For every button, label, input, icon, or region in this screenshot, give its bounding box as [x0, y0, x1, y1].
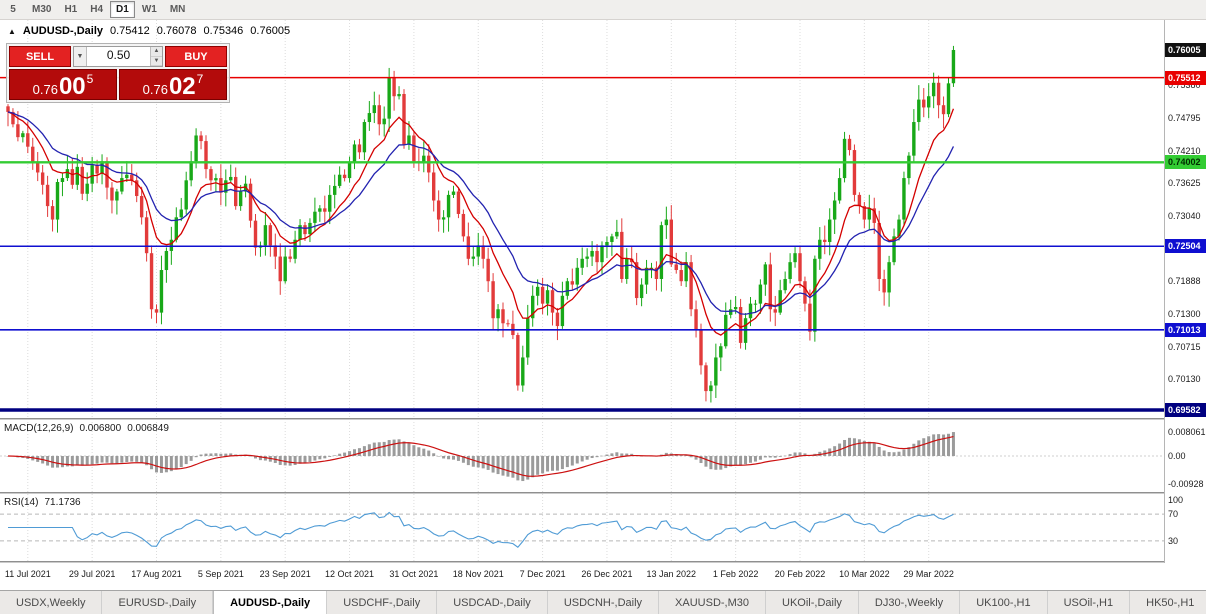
timeframe-button-W1[interactable]: W1: [136, 1, 163, 18]
sell-price-base: 0.76: [32, 82, 58, 97]
chart-tab-usdcad-daily[interactable]: USDCAD-,Daily: [437, 591, 548, 614]
price-axis-tick: 0.74795: [1168, 112, 1201, 123]
pane-separator[interactable]: [0, 561, 1206, 563]
chart-tab-usdx-weekly[interactable]: USDX,Weekly: [0, 591, 103, 614]
date-axis-label: 12 Oct 2021: [325, 569, 375, 579]
date-axis-label: 29 Jul 2021: [68, 569, 116, 579]
one-click-trading-panel: SELL ▼ 0.50 ▲ ▼ BUY 0.76 00 5 0.76 02 7: [6, 43, 230, 103]
chart-symbol-label: AUDUSD-,Daily: [22, 25, 103, 37]
current-price-badge: 0.76005: [1165, 42, 1206, 57]
price-axis-tick: 0.74210: [1168, 145, 1201, 156]
chart-tab-usdchf-daily[interactable]: USDCHF-,Daily: [327, 591, 438, 614]
chart-close-value: 0.76005: [250, 25, 291, 37]
sell-price-pips: 00: [58, 73, 86, 100]
date-axis-label: 7 Dec 2021: [519, 569, 566, 579]
chart-ohlc-header: ▲ AUDUSD-,Daily 0.75412 0.76078 0.75346 …: [8, 25, 290, 37]
price-axis-tick: 0.73040: [1168, 211, 1201, 222]
timeframe-button-H1[interactable]: H1: [58, 1, 83, 18]
chart-low-value: 0.75346: [203, 25, 244, 37]
buy-price-pipette: 7: [196, 72, 204, 86]
rsi-axis-label: 100: [1168, 495, 1184, 505]
lot-size-field[interactable]: ▼ 0.50 ▲ ▼: [73, 46, 163, 67]
price-level-badge: 0.69582: [1165, 403, 1206, 418]
chart-tab-eurusd-daily[interactable]: EURUSD-,Daily: [102, 591, 214, 614]
macd-axis-label: -0.00928: [1168, 478, 1204, 489]
rsi-indicator-label: RSI(14) 71.1736: [4, 497, 81, 508]
chart-tab-audusd-daily[interactable]: AUDUSD-,Daily: [213, 591, 328, 614]
buy-price-pips: 02: [168, 73, 196, 100]
timeframe-button-D1[interactable]: D1: [110, 1, 135, 18]
lot-decrease-button[interactable]: ▼: [151, 56, 162, 66]
rsi-value: 71.1736: [44, 497, 81, 508]
date-axis-label: 17 Aug 2021: [131, 569, 182, 579]
pane-separator[interactable]: [0, 492, 1206, 494]
timeframe-button-H4[interactable]: H4: [84, 1, 109, 18]
time-axis: 11 Jul 2021 29 Jul 2021 17 Aug 2021 5 Sep 2…: [0, 563, 1206, 590]
price-level-badge: 0.74002: [1165, 155, 1206, 170]
date-axis-label: 31 Oct 2021: [389, 569, 439, 579]
one-click-panel-toggle-icon[interactable]: ▲: [8, 26, 16, 36]
date-axis-label: 5 Sep 2021: [197, 569, 244, 579]
buy-button[interactable]: BUY: [165, 46, 227, 67]
chart-high-value: 0.76078: [156, 25, 197, 37]
price-level-badge: 0.71013: [1165, 322, 1206, 337]
chart-tabs-bar: USDX,Weekly EURUSD-,Daily AUDUSD-,Daily USD…: [0, 590, 1206, 614]
chart-tab-ukoil-daily[interactable]: UKOil-,Daily: [766, 591, 859, 614]
date-axis-label: 1 Feb 2022: [712, 569, 759, 579]
price-axis: 0.75380 0.74795 0.74210 0.73625 0.73040 0.718…: [1164, 20, 1206, 563]
timeframe-button-M30[interactable]: M30: [26, 1, 57, 18]
macd-main-value: 0.006800: [79, 423, 122, 434]
timeframe-button-5[interactable]: 5: [1, 1, 25, 18]
chart-tab-usdcnh-daily[interactable]: USDCNH-,Daily: [548, 591, 660, 614]
date-axis-label: 20 Feb 2022: [774, 569, 826, 579]
lot-size-value: 0.50: [106, 48, 131, 62]
date-axis-label: 18 Nov 2021: [452, 569, 504, 579]
macd-axis-label: 0.00: [1168, 451, 1186, 461]
price-axis-tick: 0.70130: [1168, 374, 1201, 385]
sell-price-box[interactable]: 0.76 00 5: [9, 69, 117, 100]
lot-dropdown-icon[interactable]: ▼: [74, 47, 87, 66]
date-axis-label: 10 Mar 2022: [839, 569, 890, 579]
sell-price-pipette: 5: [86, 72, 94, 86]
sell-button[interactable]: SELL: [9, 46, 71, 67]
chart-tab-uk100-h1[interactable]: UK100-,H1: [960, 591, 1048, 614]
date-axis-label: 13 Jan 2022: [646, 569, 697, 579]
date-axis-label: 11 Jul 2021: [4, 569, 51, 579]
buy-price-box[interactable]: 0.76 02 7: [119, 69, 227, 100]
price-axis-tick: 0.75380: [1168, 80, 1201, 91]
rsi-axis-label: 30: [1168, 535, 1179, 546]
price-level-badge: 0.75512: [1165, 70, 1206, 85]
rsi-name: RSI(14): [4, 497, 39, 508]
macd-signal-value: 0.006849: [127, 423, 169, 434]
rsi-axis-label: 70: [1168, 509, 1179, 520]
date-axis-label: 29 Mar 2022: [903, 569, 954, 579]
date-axis-label: 26 Dec 2021: [581, 569, 633, 579]
price-axis-tick: 0.73625: [1168, 178, 1201, 189]
lot-increase-button[interactable]: ▲: [151, 47, 162, 57]
price-axis-tick: 0.71300: [1168, 308, 1201, 319]
price-axis-tick: 0.70715: [1168, 341, 1201, 352]
timeframe-toolbar: 5 M30 H1 H4 D1 W1 MN: [0, 0, 1206, 20]
macd-axis-label: 0.008061: [1168, 427, 1206, 438]
timeframe-button-MN[interactable]: MN: [164, 1, 192, 18]
price-axis-tick: 0.71888: [1168, 275, 1201, 286]
buy-price-base: 0.76: [142, 82, 168, 97]
macd-name: MACD(12,26,9): [4, 423, 74, 434]
chart-tab-xauusd-m30[interactable]: XAUUSD-,M30: [659, 591, 767, 614]
chart-tab-hk50-h1[interactable]: HK50-,H1: [1130, 591, 1206, 614]
chart-open-value: 0.75412: [110, 25, 150, 37]
macd-indicator-label: MACD(12,26,9) 0.006800 0.006849: [4, 423, 169, 434]
chart-tab-dj30-weekly[interactable]: DJ30-,Weekly: [859, 591, 961, 614]
lot-stepper: ▲ ▼: [150, 47, 162, 66]
date-axis-label: 23 Sep 2021: [259, 569, 311, 579]
price-level-badge: 0.72504: [1165, 239, 1206, 254]
pane-separator[interactable]: [0, 418, 1206, 420]
chart-tab-usoil-h1[interactable]: USOil-,H1: [1048, 591, 1131, 614]
